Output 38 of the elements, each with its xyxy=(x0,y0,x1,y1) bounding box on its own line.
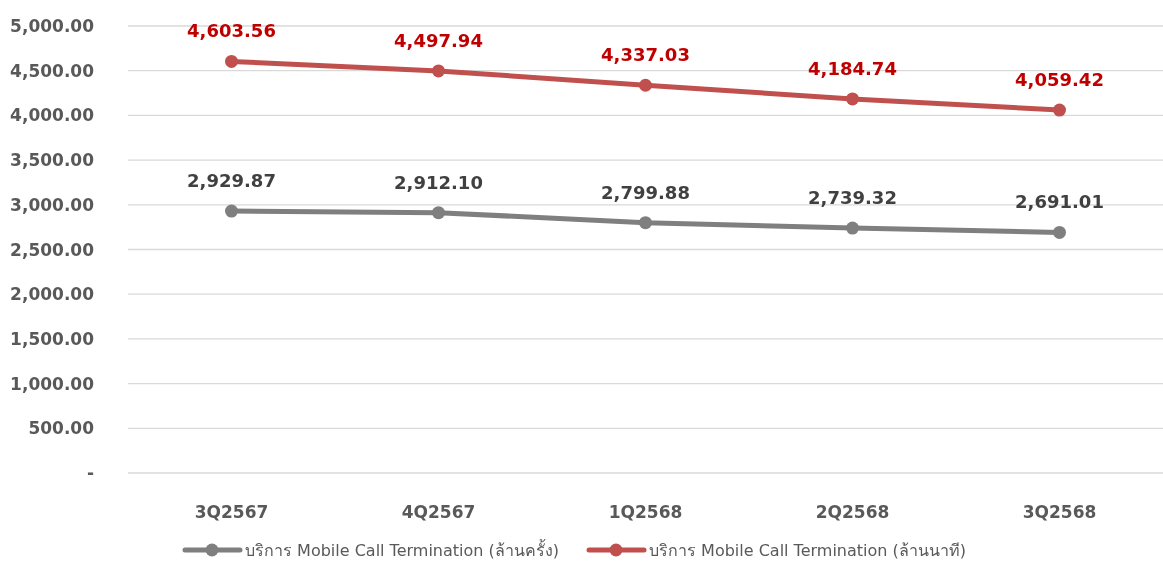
y-tick-label: 3,500.00 xyxy=(10,150,95,171)
y-tick-label: 2,500.00 xyxy=(10,239,95,260)
point xyxy=(846,221,859,235)
y-tick-label: 2,000.00 xyxy=(10,284,95,305)
point xyxy=(639,216,652,230)
legend-label: บริการ Mobile Call Termination (ล้านนาที) xyxy=(649,541,966,560)
y-tick-label: 4,500.00 xyxy=(10,60,95,81)
x-tick-label: 3Q2568 xyxy=(1022,502,1097,522)
y-tick-label: 1,500.00 xyxy=(10,328,95,349)
data-label: 2,929.87 xyxy=(187,170,276,192)
data-label: 4,059.42 xyxy=(1015,69,1104,91)
x-tick-label: 4Q2567 xyxy=(401,502,476,522)
point xyxy=(1053,225,1066,239)
point xyxy=(432,206,445,220)
legend-label: บริการ Mobile Call Termination (ล้านครั้ง) xyxy=(245,539,559,560)
y-tick-label: - xyxy=(86,463,94,483)
point xyxy=(432,64,445,78)
data-label: 2,799.88 xyxy=(601,181,690,203)
point xyxy=(1053,103,1066,117)
point xyxy=(225,204,238,218)
data-label: 2,691.01 xyxy=(1015,191,1104,213)
y-tick-label: 1,000.00 xyxy=(10,373,95,394)
point xyxy=(846,92,859,106)
data-label: 2,912.10 xyxy=(394,171,483,193)
y-tick-label: 4,000.00 xyxy=(10,105,95,126)
data-label: 4,184.74 xyxy=(808,57,897,79)
point xyxy=(639,78,652,92)
y-tick-label: 5,000.00 xyxy=(10,16,95,36)
x-tick-label: 1Q2568 xyxy=(608,502,683,522)
y-tick-label: 500.00 xyxy=(28,418,95,439)
data-label: 4,603.56 xyxy=(187,20,276,42)
data-label: 4,497.94 xyxy=(394,29,483,51)
data-label: 2,739.32 xyxy=(808,187,897,209)
y-tick-label: 3,000.00 xyxy=(10,194,95,215)
data-label: 4,337.03 xyxy=(601,44,690,66)
point xyxy=(225,54,238,68)
x-tick-label: 2Q2568 xyxy=(815,502,890,522)
x-tick-label: 3Q2567 xyxy=(194,502,269,522)
